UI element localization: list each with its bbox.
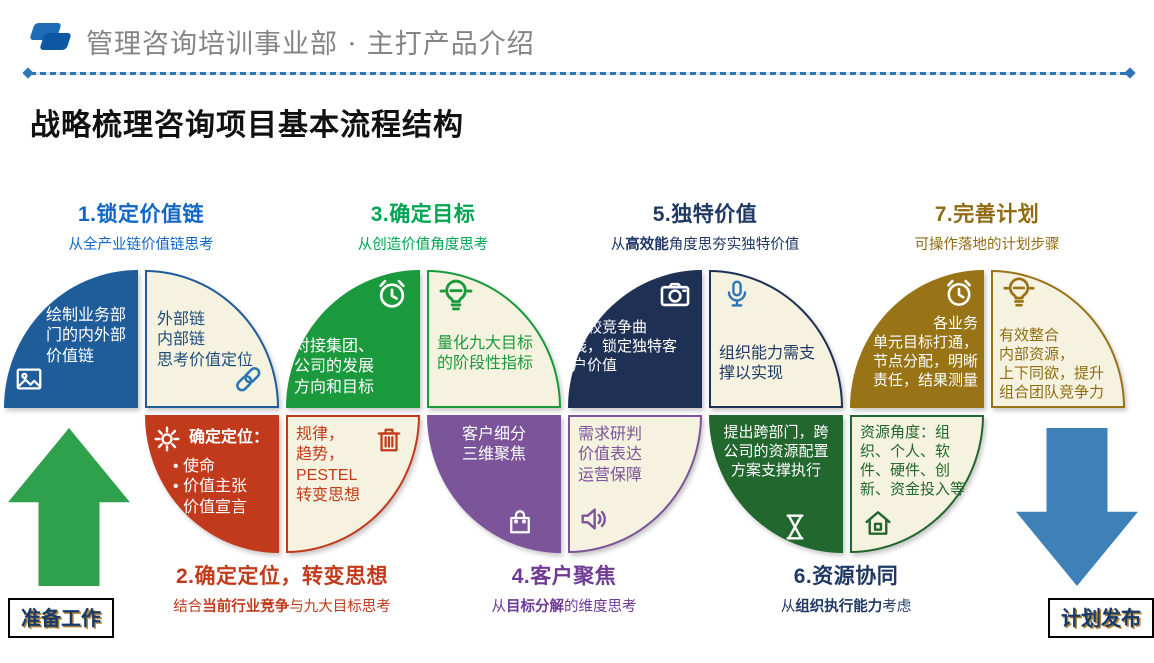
step4-heading: 4.客户聚焦 从目标分解的维度思考 (424, 560, 704, 616)
header-title: 管理咨询培训事业部 · 主打产品介绍 (86, 29, 535, 60)
step2-cream-block: 规律， 趋势， PESTEL 转变思想 (286, 415, 420, 553)
step3-subtitle: 从创造价值角度思考 (357, 237, 489, 253)
trash-icon (374, 425, 404, 455)
prepare-up-arrow (8, 428, 130, 586)
step1-cream-text: 外部链 内部链 思考价值定位 (157, 311, 254, 369)
chain-link-icon (231, 362, 265, 396)
lightbulb-icon (1001, 274, 1037, 310)
step3-title: 3.确定目标 (370, 203, 476, 226)
gear-icon (151, 423, 183, 455)
step1-subtitle: 从全产业链价值链思考 (68, 237, 214, 253)
logo-icon (26, 20, 74, 62)
shopping-bag-icon (505, 507, 535, 537)
step6-heading: 6.资源协同 从组织执行能力考虑 (706, 560, 986, 616)
step7-cream-text: 有效整合 内部资源， 上下同欲，提升 组合团队竞争力 (999, 327, 1105, 402)
step3-cream-block: 量化九大目标 的阶段性指标 (427, 270, 561, 408)
hourglass-icon (779, 511, 811, 543)
step2-title: 2.确定定位，转变思想 (175, 565, 388, 588)
step1-solid-block: 绘制业务部 门的内外部 价值链 (4, 270, 138, 408)
speaker-icon (578, 503, 610, 535)
step7-solid-text: 各业务 单元目标打通， 节点分配，明晰 责任，结果测量 (872, 315, 978, 390)
divider-diamond-left (22, 67, 34, 79)
header-divider (22, 67, 1136, 79)
step4-solid-text: 客户细分 三维聚焦 (461, 426, 526, 464)
step1-cream-block: 外部链 内部链 思考价值定位 (145, 270, 279, 408)
step5-heading: 5.独特价值 从高效能角度思夯实独特价值 (565, 198, 845, 254)
step2-cream-text: 规律， 趋势， PESTEL 转变思想 (296, 426, 361, 504)
step4-solid-block: 客户细分 三维聚焦 (427, 415, 561, 553)
microphone-icon (721, 278, 753, 310)
step3-solid-block: 对接集团、 公司的发展 方向和目标 (286, 270, 420, 408)
lightbulb-icon (437, 276, 475, 314)
picture-icon (14, 364, 44, 394)
release-down-arrow (1016, 428, 1138, 586)
step4-cream-block: 需求研判 价值表达 运营保障 (568, 415, 702, 553)
step7-title: 7.完善计划 (934, 203, 1040, 226)
step6-subtitle: 从组织执行能力考虑 (780, 599, 912, 615)
step4-title: 4.客户聚焦 (511, 565, 617, 588)
step2-solid-heading: 确定定位： (189, 429, 270, 446)
step2-solid-text: • 使命 • 价值主张 • 价值宣言 (173, 458, 248, 516)
release-label: 计划发布 (1048, 598, 1154, 638)
step3-cream-text: 量化九大目标 的阶段性指标 (437, 335, 534, 373)
step6-solid-text: 提出跨部门，跨 公司的资源配置 方案支撑执行 (723, 424, 829, 480)
camera-icon (658, 278, 692, 312)
step7-heading: 7.完善计划 可操作落地的计划步骤 (847, 198, 1127, 254)
prepare-label: 准备工作 (8, 598, 114, 638)
step6-cream-block: 资源角度：组 织、个人、软 件、硬件、创 新、资金投入等 (850, 415, 984, 553)
step6-title: 6.资源协同 (793, 565, 899, 588)
step6-cream-text: 资源角度：组 织、个人、软 件、硬件、创 新、资金投入等 (860, 424, 966, 499)
step2-solid-block: 确定定位： • 使命 • 价值主张 • 价值宣言 (145, 415, 279, 553)
alarm-clock-icon (942, 276, 976, 310)
home-icon (862, 507, 894, 539)
step4-subtitle: 从目标分解的维度思考 (491, 599, 637, 615)
step4-cream-text: 需求研判 价值表达 运营保障 (578, 426, 643, 484)
page-title: 战略梳理咨询项目基本流程结构 (30, 108, 464, 143)
step1-heading: 1.锁定价值链 从全产业链价值链思考 (1, 198, 281, 254)
step5-solid-block: 比较竞争曲 线，锁定独特客 户价值 (568, 270, 702, 408)
step5-cream-text: 组织能力需支 撑以实现 (719, 345, 816, 383)
step5-title: 5.独特价值 (652, 203, 758, 226)
step6-solid-block: 提出跨部门，跨 公司的资源配置 方案支撑执行 (709, 415, 843, 553)
divider-diamond-right (1124, 67, 1136, 79)
step2-heading: 2.确定定位，转变思想 结合当前行业竞争与九大目标思考 (142, 560, 422, 616)
step1-solid-text: 绘制业务部 门的内外部 价值链 (46, 307, 127, 365)
step7-cream-block: 有效整合 内部资源， 上下同欲，提升 组合团队竞争力 (991, 270, 1125, 408)
step5-cream-block: 组织能力需支 撑以实现 (709, 270, 843, 408)
step7-solid-block: 各业务 单元目标打通， 节点分配，明晰 责任，结果测量 (850, 270, 984, 408)
step3-solid-text: 对接集团、 公司的发展 方向和目标 (294, 338, 375, 396)
step5-subtitle: 从高效能角度思夯实独特价值 (610, 237, 800, 253)
step3-heading: 3.确定目标 从创造价值角度思考 (283, 198, 563, 254)
alarm-clock-icon (374, 276, 410, 312)
step1-title: 1.锁定价值链 (77, 203, 204, 226)
step7-subtitle: 可操作落地的计划步骤 (914, 237, 1060, 253)
step2-subtitle: 结合当前行业竞争与九大目标思考 (173, 599, 391, 615)
step5-solid-text: 比较竞争曲 线，锁定独特客 户价值 (572, 319, 678, 375)
